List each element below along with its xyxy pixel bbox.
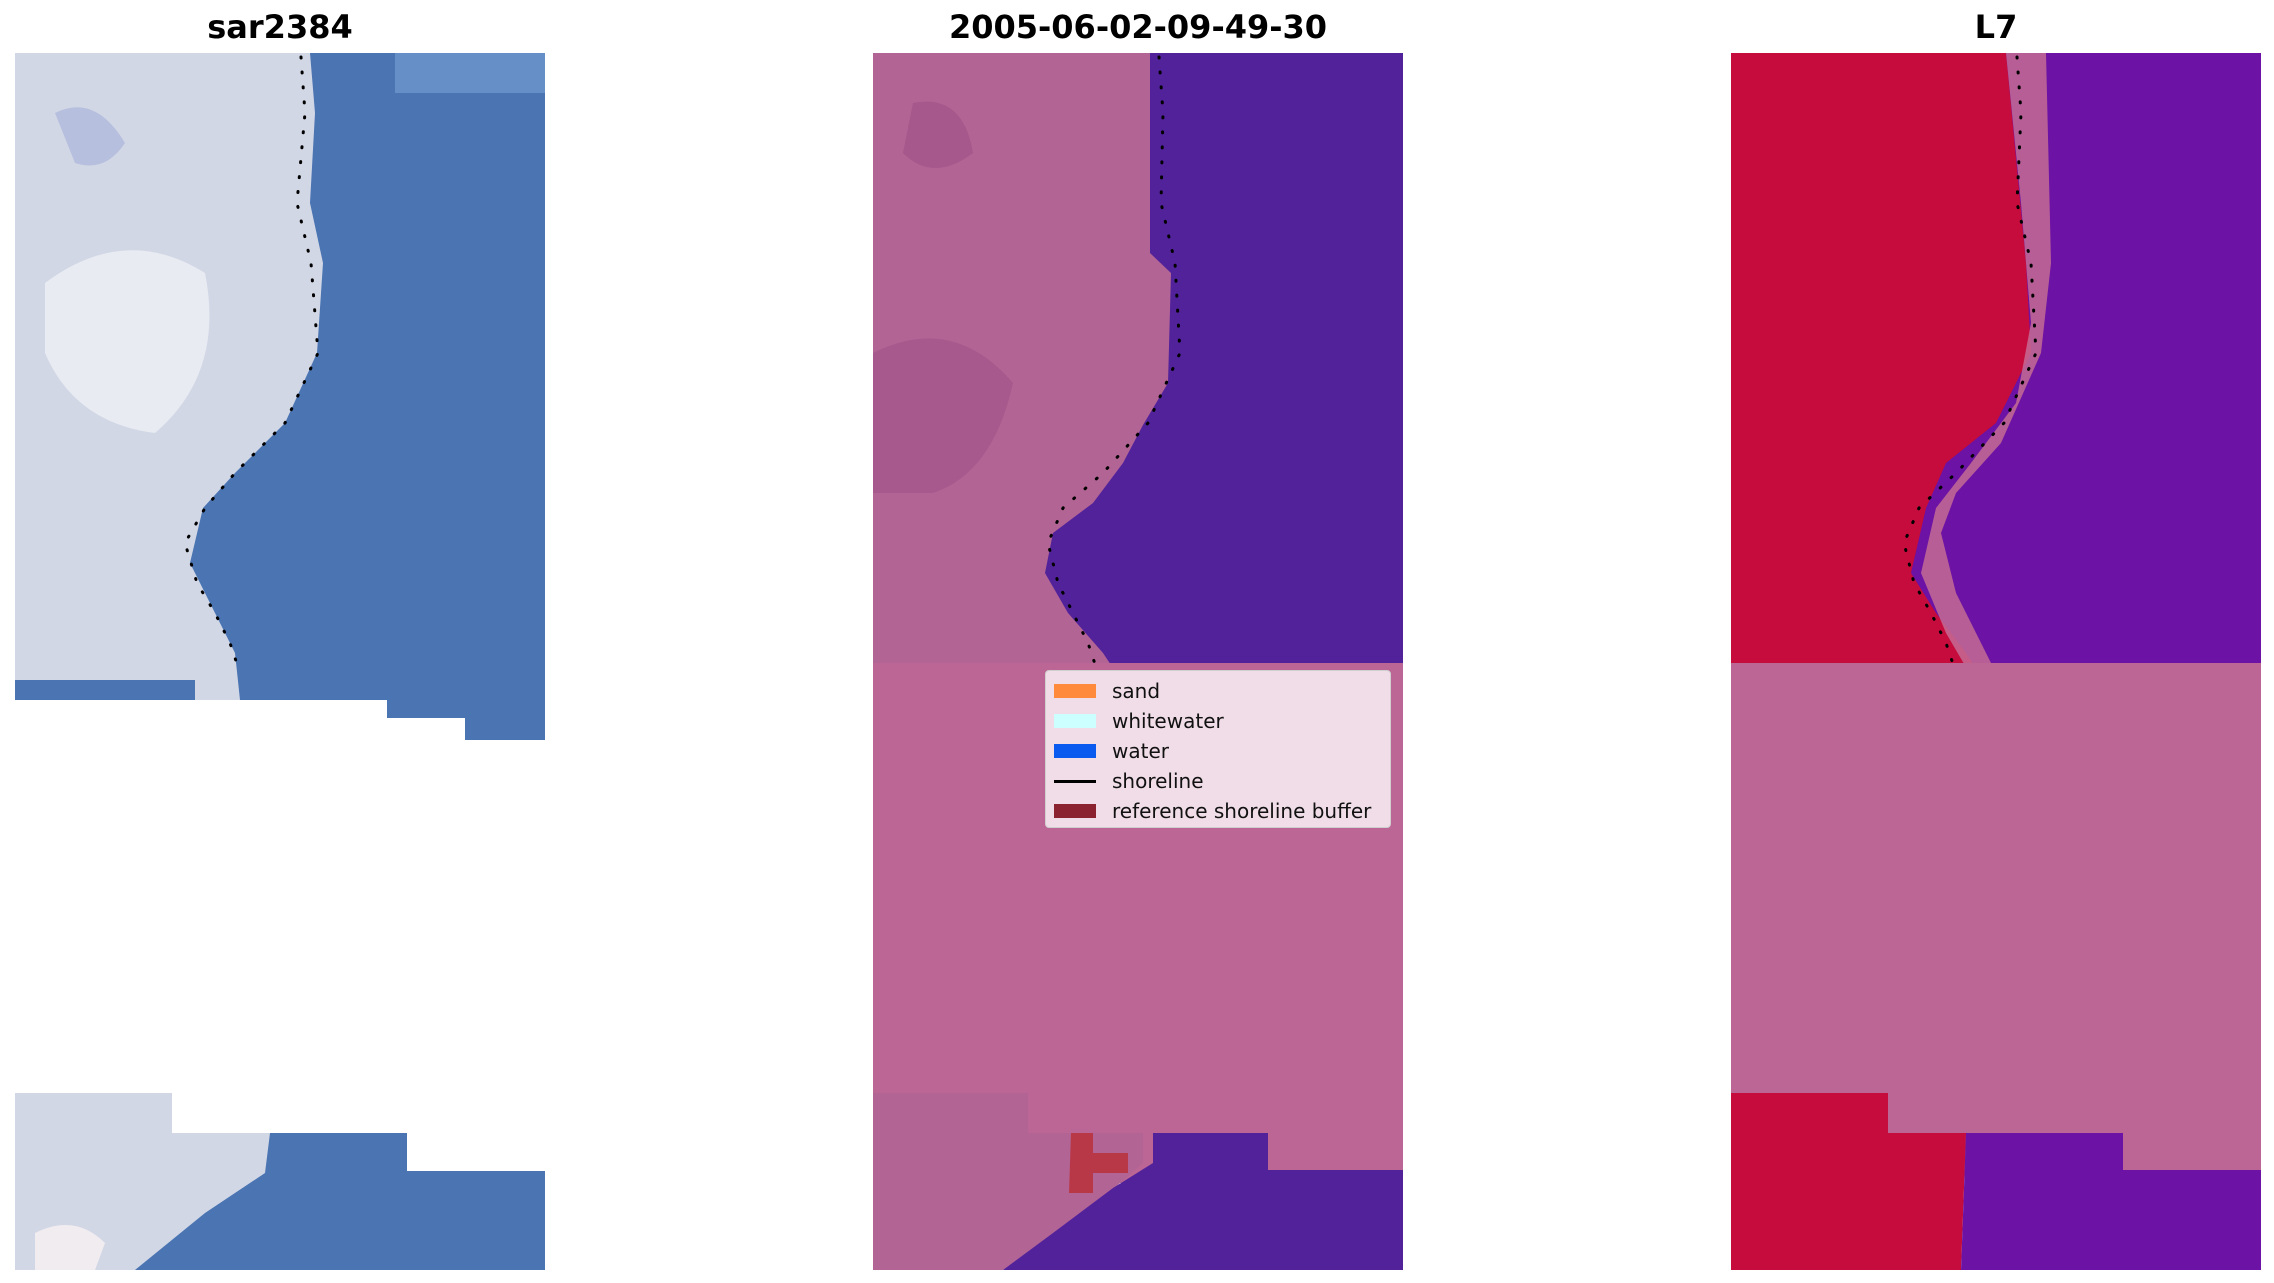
class-land-area <box>873 53 1171 683</box>
legend-swatch-sand <box>1054 684 1096 698</box>
rgb-image-panel <box>15 53 545 1270</box>
class-land-darker-2 <box>903 101 973 168</box>
legend-item-sand: sand <box>1054 676 1382 706</box>
legend-item-shoreline: shoreline <box>1054 766 1382 796</box>
legend-line-shoreline <box>1054 779 1096 783</box>
legend-label-water: water <box>1112 739 1169 763</box>
class-buffer <box>1069 1133 1128 1193</box>
legend-swatch-water <box>1054 744 1096 758</box>
class-land-darker <box>873 338 1013 493</box>
mndwi-nodata <box>1731 663 2261 1173</box>
panel-title-mndwi: L7 <box>1974 8 2018 46</box>
legend-item-whitewater: whitewater <box>1054 706 1382 736</box>
panel-title-classification: 2005-06-02-09-49-30 <box>948 8 1328 46</box>
mndwi-bottom-water <box>1961 1133 2261 1270</box>
mndwi-land-area <box>1731 53 2031 693</box>
legend-label-shoreline: shoreline <box>1112 769 1204 793</box>
rgb-land-shadow <box>55 107 125 166</box>
class-bottom-water <box>1003 1133 1403 1270</box>
rgb-land-brightspot <box>45 250 210 433</box>
mndwi-transition <box>1921 53 2051 693</box>
mndwi-bottom-land <box>1731 1093 1966 1270</box>
rgb-bottom-land <box>15 1093 270 1270</box>
legend-label-whitewater: whitewater <box>1112 709 1224 733</box>
legend-swatch-whitewater <box>1054 714 1096 728</box>
classification-panel <box>873 53 1403 1270</box>
panel-title-rgb: sar2384 <box>207 8 353 46</box>
legend-label-sand: sand <box>1112 679 1161 703</box>
mndwi-panel <box>1731 53 2261 1270</box>
legend-item-water: water <box>1054 736 1382 766</box>
legend: sand whitewater water shoreline referenc… <box>1045 670 1391 828</box>
rgb-bottom-bright <box>35 1225 105 1270</box>
legend-item-buffer: reference shoreline buffer <box>1054 796 1382 826</box>
legend-label-buffer: reference shoreline buffer <box>1112 799 1372 823</box>
rgb-water-lighter <box>395 53 545 93</box>
rgb-nodata <box>15 740 545 1093</box>
legend-swatch-buffer <box>1054 804 1096 818</box>
